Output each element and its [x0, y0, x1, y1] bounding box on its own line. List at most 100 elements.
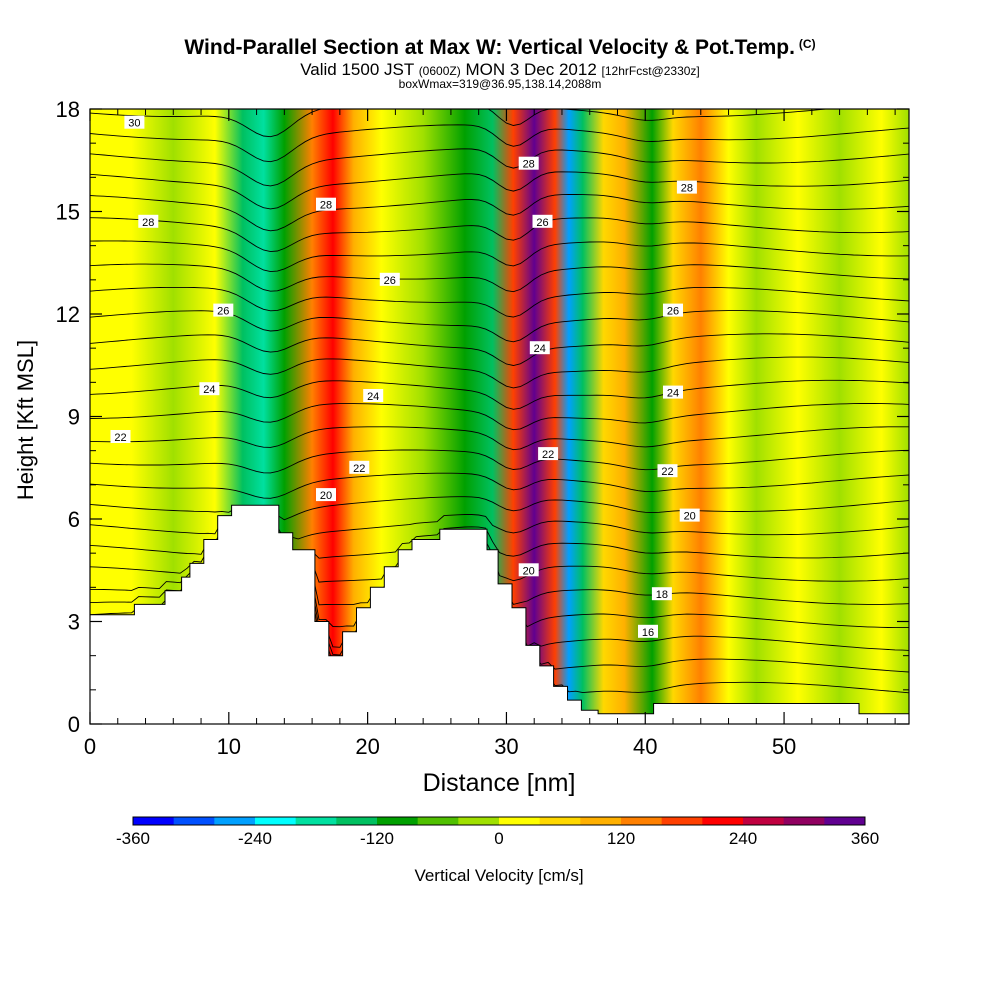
isentrope-line [90, 449, 909, 474]
contour-label: 24 [203, 384, 215, 396]
isentrope-line [90, 109, 833, 138]
contour-label: 20 [523, 565, 535, 577]
chart-subtitle: Valid 1500 JST (0600Z) MON 3 Dec 2012 [1… [0, 60, 1000, 80]
contour-label: 20 [684, 511, 696, 523]
colorbar-swatch [295, 817, 337, 825]
contour-label: 28 [681, 183, 693, 195]
colorbar-tick-label: 360 [851, 829, 879, 848]
contour-label: 28 [142, 217, 154, 229]
colorbar-swatch [458, 817, 500, 825]
contour-label-bg [349, 460, 370, 474]
contour-label: 20 [320, 490, 332, 502]
chart-title-text: Wind-Parallel Section at Max W: Vertical… [184, 36, 795, 59]
contour-label-bg [110, 430, 131, 443]
plot-area [90, 109, 909, 724]
colorbar-tick-label: 120 [607, 829, 635, 848]
contour-label-bg [316, 488, 336, 502]
y-tick-label: 0 [68, 712, 80, 737]
y-tick-label: 18 [56, 97, 80, 122]
x-axis-label: Distance [nm] [423, 769, 576, 797]
contour-label: 28 [320, 200, 332, 212]
colorbar: -360 -240 -120 0 120 240 360 [116, 816, 879, 848]
valid-time: Valid 1500 JST [300, 60, 414, 79]
contour-label-bg [638, 624, 658, 638]
colorbar-swatch [539, 817, 581, 825]
colorbar-swatch [702, 817, 744, 825]
colorbar-swatch [417, 817, 459, 825]
contour-label: 22 [661, 466, 673, 478]
isentrope-line [90, 426, 909, 451]
isentrope-line [90, 286, 909, 318]
colorbar-swatch [336, 817, 378, 825]
x-tick-label: 30 [494, 734, 518, 759]
contour-label-bg [676, 180, 697, 194]
isentrope-line [90, 356, 909, 389]
y-tick-label: 9 [68, 405, 80, 430]
colorbar-swatch [255, 817, 297, 825]
isentrope-line [90, 171, 909, 210]
terrain [90, 504, 909, 724]
isentrope-line [90, 333, 909, 366]
y-tick-label: 3 [68, 610, 80, 635]
contour-label-bg [199, 382, 220, 396]
contour-label: 24 [367, 391, 379, 403]
colorbar-swatch [499, 817, 541, 825]
isentrope-line [90, 403, 909, 431]
isentrope-line [90, 472, 909, 499]
colorbar-swatch [214, 817, 256, 825]
colorbar-swatch [133, 817, 175, 825]
contour-label-bg [363, 389, 384, 402]
contour-label: 22 [353, 463, 365, 475]
contour-label: 24 [534, 343, 546, 355]
valid-utc: (0600Z) [418, 64, 461, 78]
contour-label-bg [663, 303, 683, 317]
copyright-mark: (C) [798, 37, 816, 51]
y-axis: 0 3 6 9 12 15 18 [56, 97, 909, 737]
colorbar-swatch [661, 817, 703, 825]
forecast-info: [12hrFcst@2330z] [601, 64, 700, 78]
contour-label-bg [316, 197, 336, 211]
contour-label: 26 [536, 217, 548, 229]
colorbar-tick-label: -240 [238, 829, 272, 848]
contour-label-bg [679, 508, 700, 522]
y-axis-label: Height [Kft MSL] [13, 340, 38, 500]
contour-labels: 30 28 26 24 22 28 26 24 22 20 28 26 24 22 20 28 26 24 22 20… [110, 115, 700, 639]
contour-label-bg [538, 447, 559, 461]
isentrope-line [90, 496, 909, 521]
contour-label-bg [657, 464, 678, 478]
contour-label-bg [651, 587, 672, 601]
x-tick-label: 40 [633, 734, 657, 759]
colorbar-tick-label: 0 [494, 829, 503, 848]
contour-label-bg [518, 563, 539, 577]
contour-label: 22 [542, 449, 554, 461]
contour-label-bg [379, 272, 400, 286]
chart-title: Wind-Parallel Section at Max W: Vertical… [0, 36, 1000, 60]
colorbar-label: Vertical Velocity [cm/s] [414, 866, 583, 885]
isentrope-line [90, 240, 909, 273]
colorbar-frame [132, 816, 866, 826]
colorbar-swatch [824, 817, 866, 825]
colorbar-tick-label: 240 [729, 829, 757, 848]
contour-label-bg [138, 214, 159, 228]
colorbar-swatch [173, 817, 215, 825]
colorbar-tick-label: -360 [116, 829, 150, 848]
colorbar-swatch [621, 817, 663, 825]
colorbar-swatch [783, 817, 825, 825]
contour-label-bg [213, 303, 234, 317]
x-tick-label: 10 [217, 734, 241, 759]
contour-label-bg [663, 385, 683, 399]
valid-date: MON 3 Dec 2012 [465, 60, 597, 79]
contour-label: 16 [642, 627, 654, 639]
contour-label: 30 [128, 118, 140, 130]
isentrope-line [90, 194, 909, 232]
contour-label-bg [518, 156, 539, 170]
contour-label: 24 [667, 388, 679, 400]
isentrope-line [90, 148, 909, 187]
y-tick-label: 6 [68, 507, 80, 532]
contour-label: 26 [384, 275, 396, 287]
isentrope-line [90, 124, 909, 163]
isentrope-line [90, 379, 909, 410]
contour-label-bg [124, 115, 145, 129]
colorbar-swatch [580, 817, 622, 825]
